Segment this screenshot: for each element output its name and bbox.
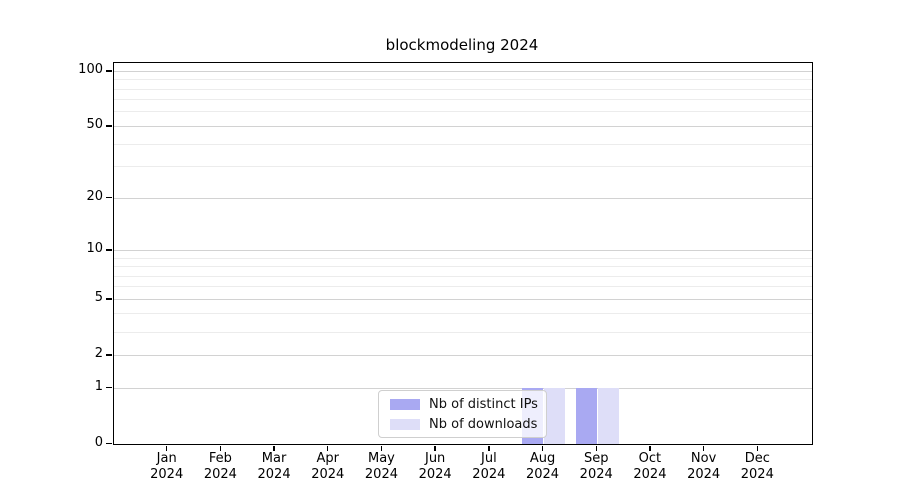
y-tick-label: 1 <box>94 379 103 394</box>
x-tick-label: Jul 2024 <box>472 451 506 482</box>
gridline-major <box>114 249 812 251</box>
x-tick-mark <box>756 446 758 451</box>
x-tick-label: Aug 2024 <box>525 451 560 482</box>
x-tick-label: Nov 2024 <box>687 451 721 482</box>
x-tick-mark <box>595 446 597 451</box>
x-tick-mark <box>434 446 436 451</box>
gridline-minor <box>114 143 812 145</box>
y-tick-mark <box>106 443 112 445</box>
y-tick-mark <box>106 70 112 72</box>
gridline-minor <box>114 275 812 277</box>
gridline-minor <box>114 257 812 259</box>
y-tick-mark <box>106 354 112 356</box>
x-tick-mark <box>327 446 329 451</box>
x-tick-mark <box>219 446 222 451</box>
legend: Nb of distinct IPs Nb of downloads <box>378 390 547 438</box>
legend-row-downloads: Nb of downloads <box>390 417 546 432</box>
x-tick-label: Jan 2024 <box>150 451 184 482</box>
bar-downloads <box>544 388 566 444</box>
chart-title: blockmodeling 2024 <box>385 36 539 54</box>
gridline-major <box>114 298 812 300</box>
legend-label-downloads: Nb of downloads <box>429 416 538 432</box>
gridline-minor <box>114 99 812 101</box>
bar-distinct-ips <box>575 388 597 444</box>
x-tick-mark <box>702 446 705 451</box>
distinct-ips-swatch-icon <box>390 398 420 410</box>
gridline-minor <box>114 331 812 333</box>
x-tick-mark <box>273 446 275 451</box>
gridline-major <box>114 354 812 356</box>
x-tick-label: Apr 2024 <box>311 451 345 482</box>
gridline-minor <box>114 88 812 90</box>
y-tick-mark <box>106 387 112 389</box>
x-tick-label: Feb 2024 <box>203 451 237 482</box>
gridline-minor <box>114 286 812 288</box>
x-tick-mark <box>541 446 544 451</box>
x-tick-label: Sep 2024 <box>579 451 613 482</box>
x-tick-label: Oct 2024 <box>633 451 667 482</box>
bar-downloads <box>597 388 619 444</box>
x-tick-mark <box>649 446 651 451</box>
legend-row-distinct-ips: Nb of distinct IPs <box>390 397 546 412</box>
gridline-minor <box>114 79 812 81</box>
x-tick-label: Mar 2024 <box>257 451 291 482</box>
y-tick-mark <box>106 298 112 300</box>
y-tick-label: 100 <box>78 62 103 78</box>
y-tick-mark <box>106 197 112 199</box>
gridline-minor <box>114 111 812 113</box>
y-tick-label: 50 <box>86 117 103 133</box>
y-tick-mark <box>106 125 112 127</box>
y-tick-label: 0 <box>94 435 103 450</box>
downloads-swatch-icon <box>390 418 420 430</box>
plot-area <box>113 62 813 445</box>
x-tick-label: Dec 2024 <box>740 451 774 482</box>
y-tick-label: 5 <box>94 290 103 306</box>
x-tick-mark <box>380 446 383 451</box>
gridline-minor <box>114 166 812 168</box>
gridline-minor <box>114 266 812 267</box>
x-tick-mark <box>488 446 490 451</box>
gridline-major <box>114 197 812 199</box>
gridline-major <box>114 387 812 389</box>
gridline-minor <box>114 313 812 315</box>
y-tick-label: 10 <box>86 241 103 257</box>
y-tick-mark <box>106 249 112 251</box>
y-tick-label: 20 <box>86 189 103 205</box>
x-tick-label: May 2024 <box>364 451 398 482</box>
x-tick-label: Jun 2024 <box>418 451 452 482</box>
gridline-major <box>114 70 812 72</box>
y-tick-label: 2 <box>94 346 103 362</box>
gridline-major <box>114 125 812 127</box>
legend-label-distinct-ips: Nb of distinct IPs <box>429 396 538 412</box>
x-tick-mark <box>165 446 168 451</box>
